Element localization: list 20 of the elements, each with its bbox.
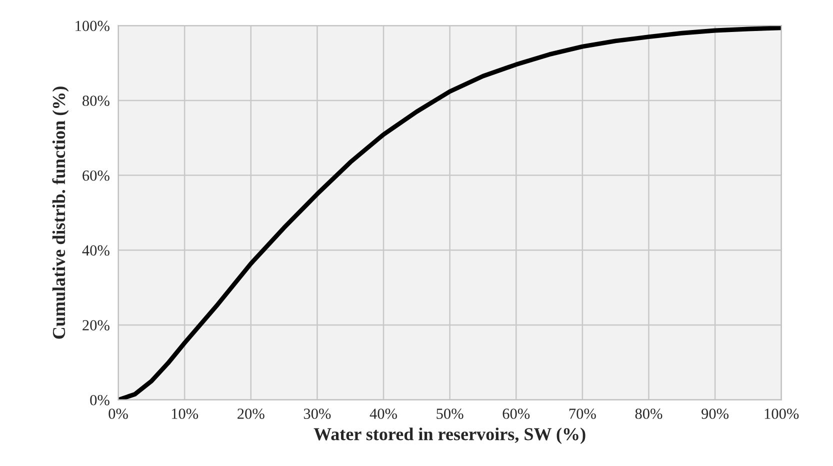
y-tick-label: 80%	[82, 96, 110, 106]
x-tick-label: 70%	[569, 408, 596, 419]
x-tick-label: 40%	[370, 408, 397, 419]
y-axis-title: Cumulative distrib. function (%)	[52, 86, 69, 339]
x-tick-label: 80%	[635, 408, 662, 419]
x-tick-label: 0%	[108, 408, 128, 419]
x-tick-label: 30%	[304, 408, 331, 419]
x-tick-label: 100%	[764, 408, 799, 419]
y-tick-label: 100%	[76, 20, 110, 32]
y-tick-label: 0%	[90, 394, 110, 406]
x-tick-label: 60%	[502, 408, 530, 419]
x-tick-label: 50%	[436, 408, 464, 419]
x-tick-label: 20%	[238, 408, 264, 419]
y-tick-label: 60%	[82, 170, 110, 181]
x-tick-label: 90%	[702, 408, 729, 419]
line-series	[118, 26, 782, 400]
x-axis-title: Water stored in reservoirs, SW (%)	[314, 428, 586, 444]
y-tick-label: 40%	[82, 245, 110, 256]
x-tick-label: 10%	[172, 408, 198, 419]
y-tick-label: 20%	[82, 320, 110, 330]
